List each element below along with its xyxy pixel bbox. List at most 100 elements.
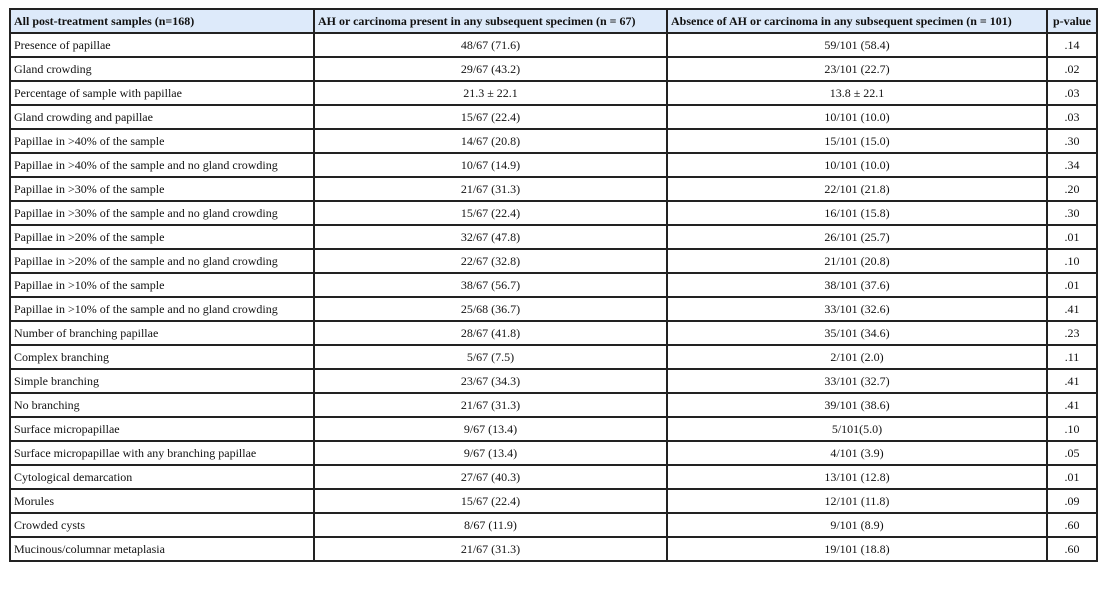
table-cell: Mucinous/columnar metaplasia: [9, 536, 315, 562]
table-cell: .09: [1046, 488, 1098, 514]
table-cell: Gland crowding and papillae: [9, 104, 315, 130]
table-cell: 32/67 (47.8): [313, 224, 668, 250]
table-cell: Papillae in >20% of the sample: [9, 224, 315, 250]
table-cell: Number of branching papillae: [9, 320, 315, 346]
table-cell: 33/101 (32.7): [666, 368, 1048, 394]
table-cell: 21/67 (31.3): [313, 536, 668, 562]
table-cell: .10: [1046, 248, 1098, 274]
table-cell: .41: [1046, 392, 1098, 418]
table-cell: Cytological demarcation: [9, 464, 315, 490]
table-cell: .41: [1046, 368, 1098, 394]
table-cell: 26/101 (25.7): [666, 224, 1048, 250]
table-cell: 10/67 (14.9): [313, 152, 668, 178]
table-cell: 15/101 (15.0): [666, 128, 1048, 154]
table-cell: 25/68 (36.7): [313, 296, 668, 322]
table-row: Cytological demarcation 27/67 (40.3) 13/10…: [9, 464, 1098, 490]
table-cell: .34: [1046, 152, 1098, 178]
table-cell: 33/101 (32.6): [666, 296, 1048, 322]
table-cell: 23/67 (34.3): [313, 368, 668, 394]
table-cell: .23: [1046, 320, 1098, 346]
table-cell: 9/67 (13.4): [313, 440, 668, 466]
table-cell: .02: [1046, 56, 1098, 82]
table-cell: 35/101 (34.6): [666, 320, 1048, 346]
table-row: Presence of papillae 48/67 (71.6) 59/101 (…: [9, 32, 1098, 58]
table-cell: 9/67 (13.4): [313, 416, 668, 442]
table-row: Papillae in >40% of the sample 14/67 (20.…: [9, 128, 1098, 154]
table-cell: .05: [1046, 440, 1098, 466]
table-cell: 10/101 (10.0): [666, 104, 1048, 130]
header-cell: All post-treatment samples (n=168): [9, 8, 315, 34]
table-cell: 15/67 (22.4): [313, 488, 668, 514]
table-cell: .01: [1046, 224, 1098, 250]
table-row: Surface micropapillae 9/67 (13.4) 5/101(5.…: [9, 416, 1098, 442]
table-cell: 29/67 (43.2): [313, 56, 668, 82]
table-cell: 28/67 (41.8): [313, 320, 668, 346]
table-cell: 13.8 ± 22.1: [666, 80, 1048, 106]
table-cell: 5/67 (7.5): [313, 344, 668, 370]
table-cell: 23/101 (22.7): [666, 56, 1048, 82]
table-cell: Complex branching: [9, 344, 315, 370]
table-cell: Surface micropapillae: [9, 416, 315, 442]
table-cell: Papillae in >30% of the sample: [9, 176, 315, 202]
table-cell: Papillae in >40% of the sample: [9, 128, 315, 154]
table-cell: Papillae in >40% of the sample and no gl…: [9, 152, 315, 178]
table-cell: .03: [1046, 80, 1098, 106]
data-table: All post-treatment samples (n=168) AH or …: [9, 8, 1098, 562]
table-row: Gland crowding and papillae 15/67 (22.4) 1…: [9, 104, 1098, 130]
table-row: Surface micropapillae with any branching…: [9, 440, 1098, 466]
table-cell: Surface micropapillae with any branching…: [9, 440, 315, 466]
table-cell: .03: [1046, 104, 1098, 130]
table-cell: 39/101 (38.6): [666, 392, 1048, 418]
table-cell: 59/101 (58.4): [666, 32, 1048, 58]
table-cell: .41: [1046, 296, 1098, 322]
table-cell: 21/67 (31.3): [313, 392, 668, 418]
table-row: Papillae in >10% of the sample and no gl…: [9, 296, 1098, 322]
table-cell: Crowded cysts: [9, 512, 315, 538]
table-cell: 13/101 (12.8): [666, 464, 1048, 490]
table-row: Mucinous/columnar metaplasia 21/67 (31.3)…: [9, 536, 1098, 562]
table-cell: .60: [1046, 512, 1098, 538]
table-cell: 14/67 (20.8): [313, 128, 668, 154]
table-cell: Percentage of sample with papillae: [9, 80, 315, 106]
table-cell: No branching: [9, 392, 315, 418]
table-cell: 21/101 (20.8): [666, 248, 1048, 274]
table-cell: 27/67 (40.3): [313, 464, 668, 490]
table-cell: 48/67 (71.6): [313, 32, 668, 58]
table-cell: 22/67 (32.8): [313, 248, 668, 274]
table-cell: Presence of papillae: [9, 32, 315, 58]
table-row: Morules 15/67 (22.4) 12/101 (11.8) .09: [9, 488, 1098, 514]
table-cell: Papillae in >10% of the sample and no gl…: [9, 296, 315, 322]
table-cell: 19/101 (18.8): [666, 536, 1048, 562]
table-cell: .01: [1046, 272, 1098, 298]
table-cell: Simple branching: [9, 368, 315, 394]
header-cell: Absence of AH or carcinoma in any subseq…: [666, 8, 1048, 34]
table-row: Papillae in >30% of the sample and no gl…: [9, 200, 1098, 226]
table-cell: .11: [1046, 344, 1098, 370]
table-cell: Gland crowding: [9, 56, 315, 82]
table-cell: Papillae in >10% of the sample: [9, 272, 315, 298]
table-cell: 12/101 (11.8): [666, 488, 1048, 514]
table-cell: Papillae in >20% of the sample and no gl…: [9, 248, 315, 274]
table-body: Presence of papillae 48/67 (71.6) 59/101 (…: [9, 32, 1098, 562]
table-row: Simple branching 23/67 (34.3) 33/101 (32.7…: [9, 368, 1098, 394]
table-row: Papillae in >10% of the sample 38/67 (56.…: [9, 272, 1098, 298]
table-cell: 16/101 (15.8): [666, 200, 1048, 226]
table-row: Gland crowding 29/67 (43.2) 23/101 (22.7).…: [9, 56, 1098, 82]
table-row: Complex branching 5/67 (7.5) 2/101 (2.0) .1…: [9, 344, 1098, 370]
table-cell: .01: [1046, 464, 1098, 490]
table-cell: .14: [1046, 32, 1098, 58]
table-row: No branching 21/67 (31.3) 39/101 (38.6) .41: [9, 392, 1098, 418]
table-row: Crowded cysts 8/67 (11.9) 9/101 (8.9) .60: [9, 512, 1098, 538]
table-cell: 15/67 (22.4): [313, 104, 668, 130]
table-cell: Morules: [9, 488, 315, 514]
header-cell: p-value: [1046, 8, 1098, 34]
table-cell: .30: [1046, 128, 1098, 154]
header-cell: AH or carcinoma present in any subsequen…: [313, 8, 668, 34]
header-row: All post-treatment samples (n=168) AH or …: [9, 8, 1098, 34]
table-cell: 5/101(5.0): [666, 416, 1048, 442]
table-row: Papillae in >20% of the sample and no gl…: [9, 248, 1098, 274]
table-cell: 22/101 (21.8): [666, 176, 1048, 202]
table-row: Number of branching papillae 28/67 (41.8)…: [9, 320, 1098, 346]
table-cell: 2/101 (2.0): [666, 344, 1048, 370]
